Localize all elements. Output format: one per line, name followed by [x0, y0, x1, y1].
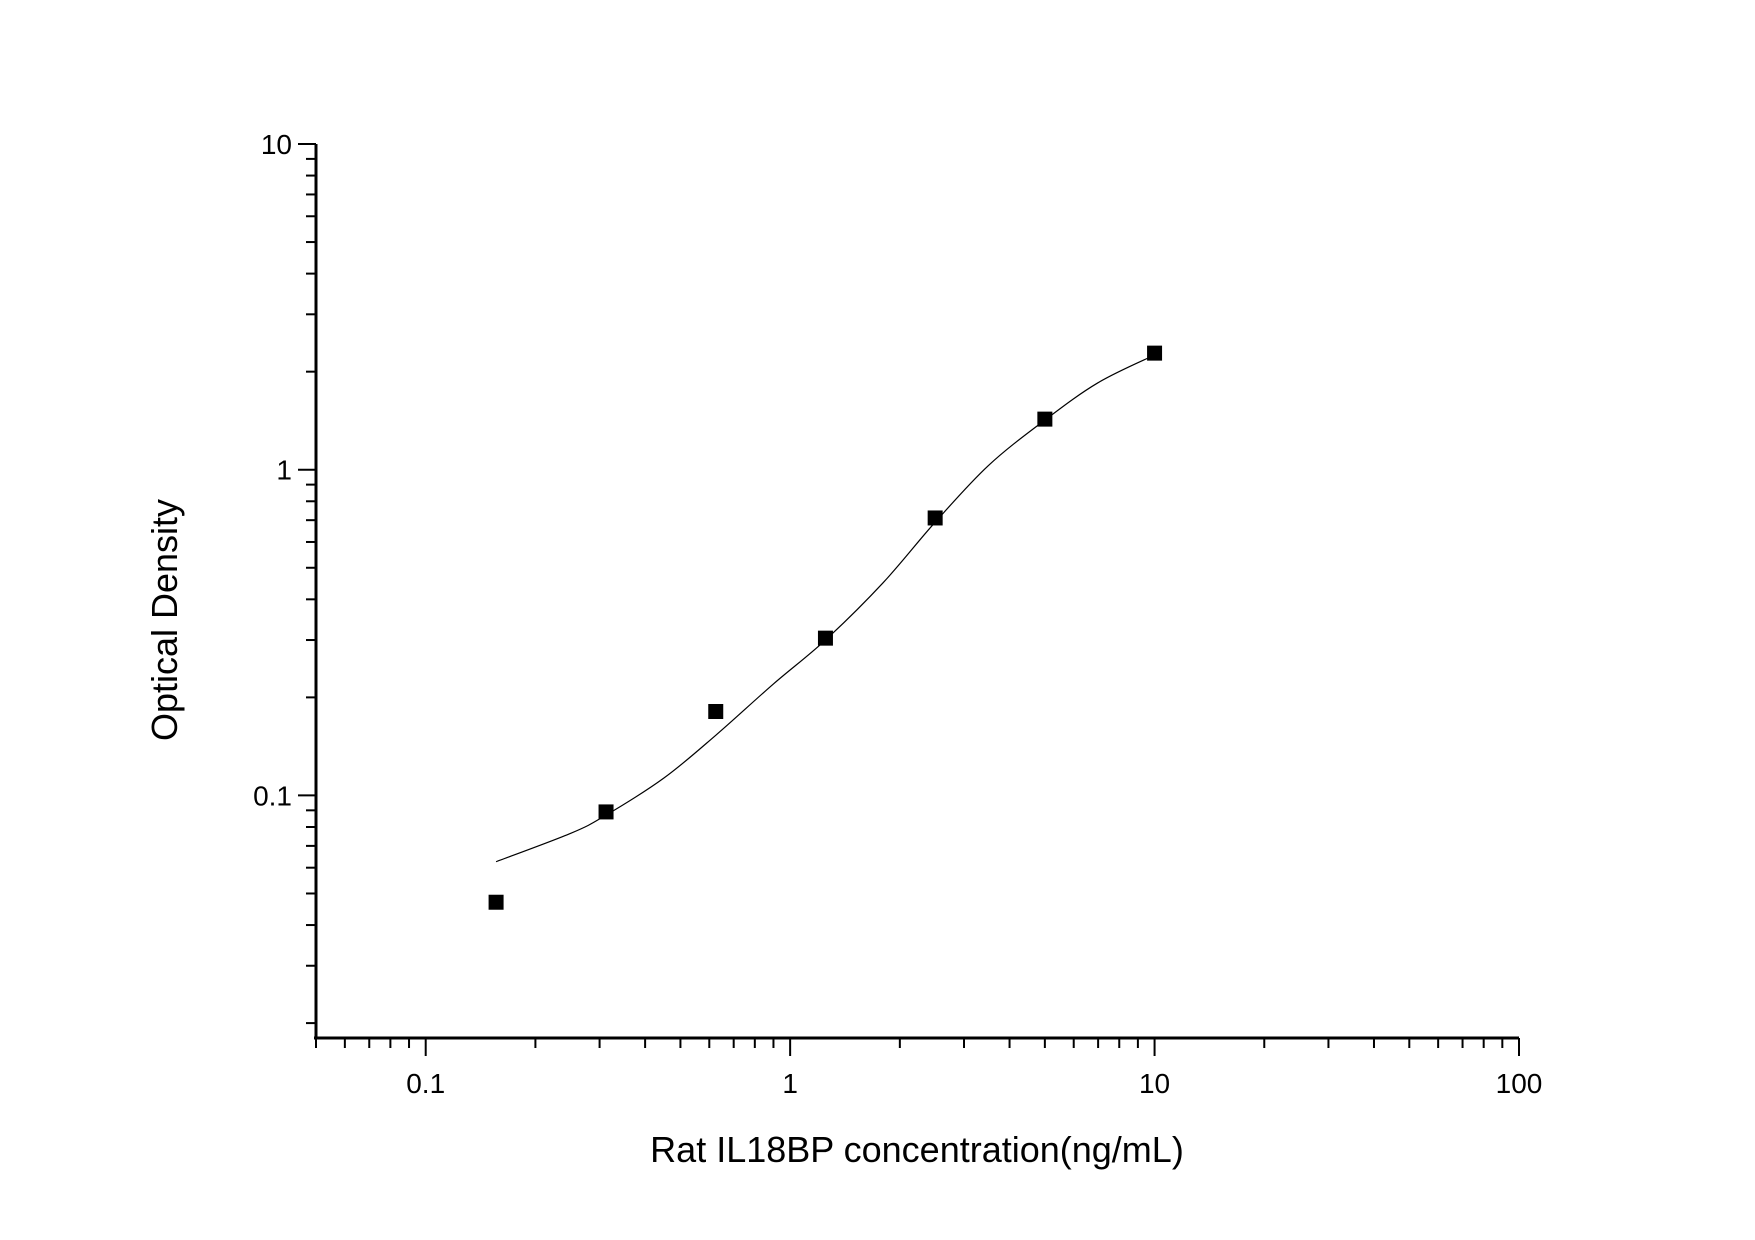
- data-point: [708, 704, 724, 720]
- data-point: [927, 510, 943, 526]
- y-tick-label: 1: [276, 455, 292, 486]
- y-axis-title: Optical Density: [144, 499, 185, 741]
- x-tick-label: 1: [782, 1068, 798, 1099]
- y-tick-label: 10: [261, 129, 292, 160]
- axis-ticks: [298, 143, 1520, 1056]
- y-tick-labels: 0.1 1 10: [253, 129, 292, 811]
- data-point: [817, 630, 833, 646]
- x-tick-label: 100: [1496, 1068, 1543, 1099]
- x-tick-labels: 0.1 1 10 100: [406, 1068, 1542, 1099]
- data-point: [598, 804, 614, 820]
- x-axis-title: Rat IL18BP concentration(ng/mL): [650, 1129, 1184, 1170]
- data-point: [1037, 411, 1053, 427]
- y-tick-label: 0.1: [253, 780, 292, 811]
- data-point: [1147, 345, 1163, 361]
- x-tick-label: 10: [1139, 1068, 1170, 1099]
- x-tick-label: 0.1: [406, 1068, 445, 1099]
- fitted-curve: [495, 354, 1155, 863]
- data-points: [488, 345, 1163, 910]
- data-point: [488, 894, 504, 910]
